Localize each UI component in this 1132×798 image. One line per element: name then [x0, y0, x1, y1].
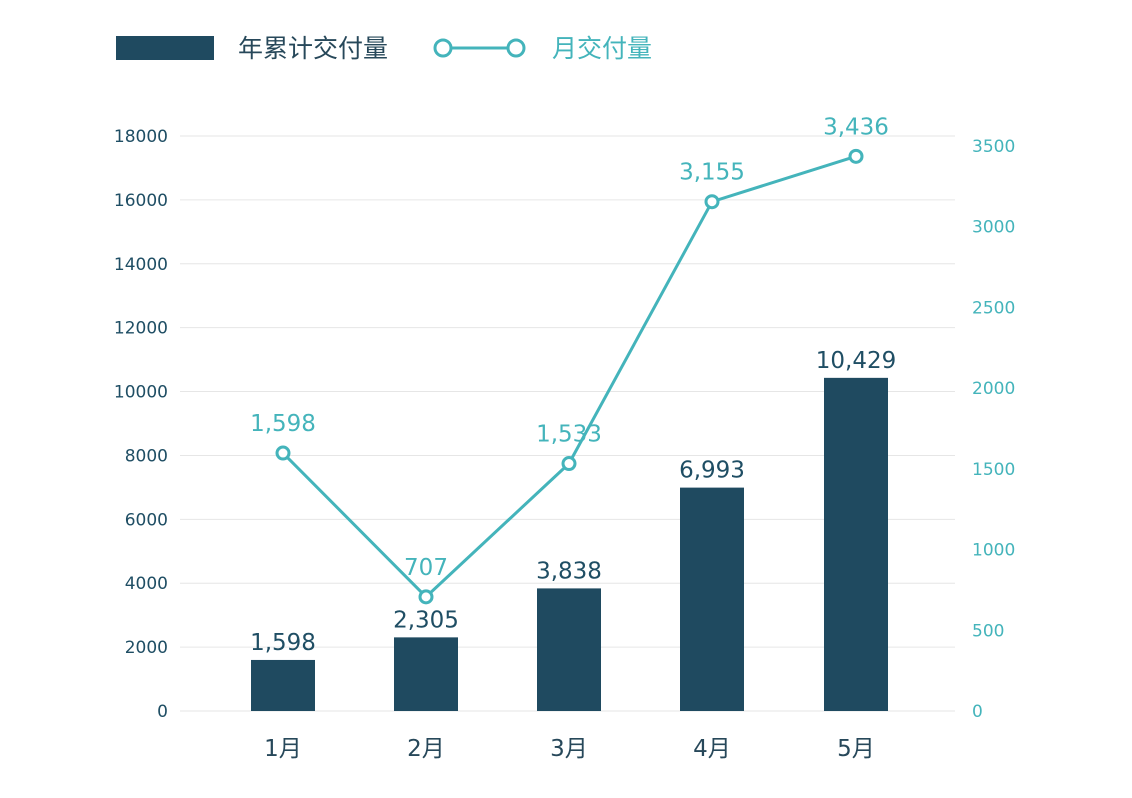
bar-data-label: 10,429	[816, 348, 896, 374]
bar	[537, 588, 601, 711]
right-tick-label: 2500	[972, 298, 1015, 318]
left-tick-label: 6000	[125, 510, 168, 530]
bar-series: 1,598 2,305 3,838 6,993 10,429	[250, 348, 896, 711]
left-tick-label: 2000	[125, 638, 168, 658]
legend-line-marker	[433, 38, 453, 58]
x-axis: 1月 2月 3月 4月 5月	[264, 736, 875, 762]
line-point	[848, 148, 864, 164]
category-label: 2月	[407, 736, 445, 762]
category-label: 4月	[693, 736, 731, 762]
bar-data-label: 6,993	[679, 458, 745, 484]
line-point	[704, 194, 720, 210]
gridlines	[180, 135, 955, 712]
right-tick-label: 1000	[972, 541, 1015, 561]
line-series: 1,598 707 1,533 3,155 3,436	[250, 114, 889, 605]
legend-line-label: 月交付量	[552, 34, 652, 63]
category-label: 1月	[264, 736, 302, 762]
legend: 年累计交付量 月交付量	[116, 34, 652, 63]
line-data-label: 3,436	[823, 114, 889, 140]
category-label: 5月	[837, 736, 875, 762]
left-tick-label: 4000	[125, 574, 168, 594]
category-label: 3月	[550, 736, 588, 762]
line-data-label: 1,598	[250, 411, 316, 437]
legend-bar-swatch	[116, 36, 214, 60]
left-tick-label: 12000	[114, 319, 168, 339]
right-tick-label: 3500	[972, 137, 1015, 157]
legend-line-marker	[506, 38, 526, 58]
bar	[394, 637, 458, 711]
left-y-axis: 0 2000 4000 6000 8000 10000 12000 14000 16000 180…	[114, 127, 168, 722]
right-tick-label: 2000	[972, 379, 1015, 399]
line-data-label: 707	[404, 555, 448, 581]
line-data-label: 1,533	[536, 422, 602, 448]
left-tick-label: 18000	[114, 127, 168, 147]
left-tick-label: 16000	[114, 191, 168, 211]
left-tick-label: 0	[157, 702, 168, 722]
line-path	[281, 154, 857, 599]
bar-data-label: 3,838	[536, 558, 602, 584]
bar	[251, 659, 315, 711]
line-point	[418, 589, 434, 605]
line-point	[275, 445, 291, 461]
legend-bar-label: 年累计交付量	[238, 34, 388, 63]
line-data-label: 3,155	[679, 160, 745, 186]
bar-data-label: 1,598	[250, 630, 316, 656]
bar	[824, 377, 888, 711]
bar	[680, 487, 744, 711]
right-tick-label: 0	[972, 702, 983, 722]
left-tick-label: 8000	[125, 446, 168, 466]
right-tick-label: 500	[972, 621, 1004, 641]
left-tick-label: 10000	[114, 383, 168, 403]
left-tick-label: 14000	[114, 255, 168, 275]
right-y-axis: 0 500 1000 1500 2000 2500 3000 3500	[972, 137, 1015, 722]
right-tick-label: 3000	[972, 218, 1015, 238]
right-tick-label: 1500	[972, 460, 1015, 480]
line-point	[561, 456, 577, 472]
bar-data-label: 2,305	[393, 607, 459, 633]
